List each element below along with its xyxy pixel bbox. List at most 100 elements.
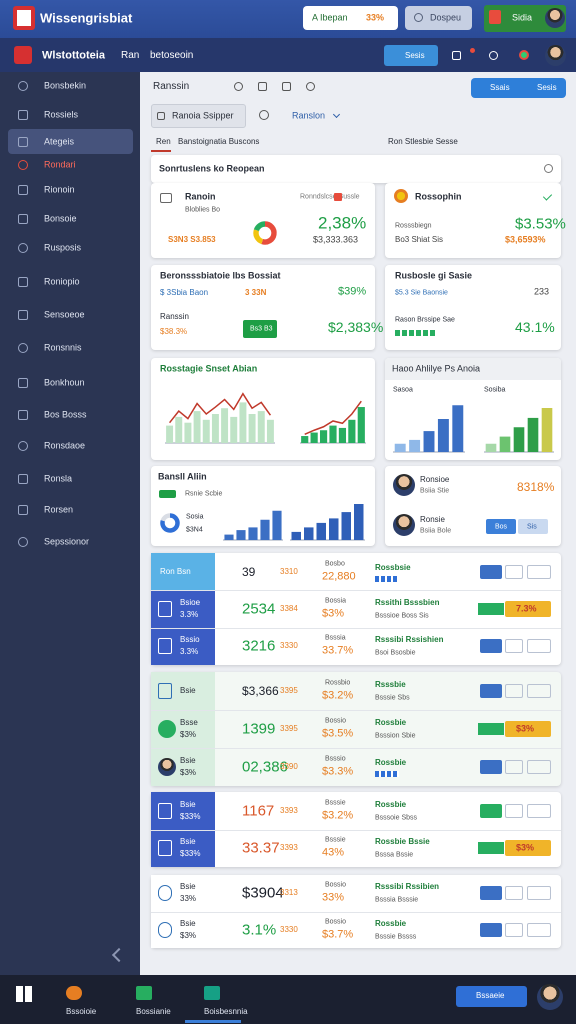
action-button[interactable] <box>243 320 277 338</box>
sidebar-item[interactable]: Rorsen <box>44 504 74 515</box>
sidebar-item[interactable]: Sensoeoe <box>44 309 85 320</box>
row-action[interactable] <box>505 760 523 774</box>
donut-value: $3N4 <box>186 526 203 534</box>
nav-menu-item[interactable]: betoseoin <box>150 50 194 61</box>
tab-icon[interactable] <box>259 110 269 120</box>
row-action[interactable] <box>527 639 551 654</box>
sidebar-item[interactable]: Rionoin <box>44 184 75 195</box>
sidebar-item[interactable]: Ronsdaoe <box>44 440 86 451</box>
overview-icon[interactable] <box>544 164 553 173</box>
person-button[interactable] <box>518 519 548 534</box>
taskbar-button[interactable] <box>456 986 527 1007</box>
sidebar-icon <box>18 277 28 287</box>
taskbar-app-icon[interactable] <box>66 986 82 1000</box>
row-action[interactable] <box>480 803 502 818</box>
row-sub: $33% <box>180 849 201 859</box>
person-button[interactable] <box>486 519 516 534</box>
sidebar-icon <box>18 441 28 451</box>
sidebar-item[interactable]: Ategeis <box>44 136 75 147</box>
row-action[interactable] <box>480 684 502 698</box>
row-action[interactable] <box>505 886 523 901</box>
row-icon <box>158 720 176 738</box>
taskbar-button-label[interactable]: Bssaeie <box>476 991 505 1000</box>
tab[interactable]: Ranslon <box>292 110 326 121</box>
row-action[interactable] <box>527 922 551 937</box>
sidebar-item[interactable]: Bonsoie <box>44 213 77 224</box>
nav-button-label[interactable]: Sesis <box>405 51 425 60</box>
sidebar-item[interactable]: Bonkhoun <box>44 377 85 388</box>
sidebar-item[interactable]: Bonsbekin <box>44 80 87 91</box>
row-action[interactable] <box>527 886 551 901</box>
toolbar-icon[interactable] <box>258 82 267 91</box>
sidebar-item[interactable]: Rossiels <box>44 109 79 120</box>
status-button[interactable] <box>303 6 398 30</box>
row-chip[interactable] <box>505 721 551 737</box>
row-action[interactable] <box>505 922 523 937</box>
status-note: Bsssa Bssie <box>375 851 414 859</box>
row-delta: 3395 <box>280 686 298 695</box>
bar <box>260 519 270 540</box>
nav-button[interactable] <box>384 45 438 66</box>
chart-title: Rosstagie Snset Abian <box>160 363 258 374</box>
row-chip[interactable] <box>505 601 551 617</box>
tab-box[interactable] <box>151 104 246 128</box>
taskbar-item[interactable]: Bossianie <box>136 1007 171 1016</box>
row-action[interactable] <box>505 684 523 698</box>
row-action[interactable] <box>527 564 551 579</box>
breadcrumb-item[interactable]: Ren <box>156 137 171 146</box>
nav-icon[interactable] <box>489 51 498 60</box>
chip-label[interactable]: $3% <box>516 723 535 734</box>
toolbar-button[interactable]: Ssais <box>490 83 510 92</box>
sidebar-item[interactable]: Rondari <box>44 159 76 170</box>
button-label[interactable]: Bs3 B3 <box>250 325 273 333</box>
status-value: 33% <box>366 12 385 23</box>
toolbar-button-group[interactable] <box>471 78 566 98</box>
button-label[interactable]: Sis <box>527 523 537 531</box>
sidebar-icon <box>18 110 28 120</box>
nav-icon[interactable] <box>519 50 529 60</box>
nav-menu-item[interactable]: Ran <box>121 50 140 61</box>
sidebar-item[interactable]: Rusposis <box>44 242 82 253</box>
row-action[interactable] <box>527 760 551 774</box>
toolbar-icon[interactable] <box>306 82 315 91</box>
bar <box>527 417 539 452</box>
nav-icon[interactable] <box>452 51 461 60</box>
button-label[interactable]: Bos <box>495 523 508 531</box>
row-label: Bsie <box>180 882 196 892</box>
sidebar-item[interactable]: Roniopio <box>44 276 80 287</box>
taskbar-item[interactable]: Boisbesnnia <box>204 1007 248 1016</box>
row-action[interactable] <box>480 886 502 901</box>
breadcrumb-item[interactable]: Ron Stlesbie Sesse <box>388 137 458 146</box>
row-action[interactable] <box>527 684 551 698</box>
row-action[interactable] <box>480 639 502 654</box>
row-action[interactable] <box>480 760 502 774</box>
bar <box>357 407 365 443</box>
sidebar-item[interactable]: Bos Bosss <box>44 409 87 420</box>
row-action[interactable] <box>505 639 523 654</box>
sidebar-item[interactable]: Sepssionor <box>44 536 90 547</box>
toolbar-icon[interactable] <box>234 82 243 91</box>
taskbar-item[interactable]: Bssoioie <box>66 1007 97 1016</box>
row-action[interactable] <box>480 922 502 937</box>
start-icon <box>16 986 32 1002</box>
sidebar-item[interactable]: Ronsnnis <box>44 342 82 353</box>
taskbar-app-icon[interactable] <box>136 986 152 1000</box>
taskbar-app-icon[interactable] <box>204 986 220 1000</box>
status-note: Bsssioe Boss Sis <box>375 612 429 620</box>
row-divider <box>151 627 561 629</box>
toolbar-button[interactable]: Sesis <box>537 83 557 92</box>
bar <box>541 408 553 452</box>
row-chip[interactable] <box>505 840 551 857</box>
sidebar-item[interactable]: Ronsla <box>44 473 73 484</box>
status-label: A Ibepan <box>312 12 348 23</box>
chip-label[interactable]: $3% <box>516 842 535 853</box>
avatar <box>537 984 563 1010</box>
tab[interactable]: Ranoia Ssipper <box>172 110 234 121</box>
breadcrumb-item[interactable]: Banstoignatia Buscons <box>178 137 260 146</box>
chip-label[interactable]: 7.3% <box>516 603 537 614</box>
row-action[interactable] <box>480 564 502 579</box>
toolbar-icon[interactable] <box>282 82 291 91</box>
row-action[interactable] <box>527 803 551 818</box>
row-action[interactable] <box>505 803 523 818</box>
row-action[interactable] <box>505 564 523 579</box>
